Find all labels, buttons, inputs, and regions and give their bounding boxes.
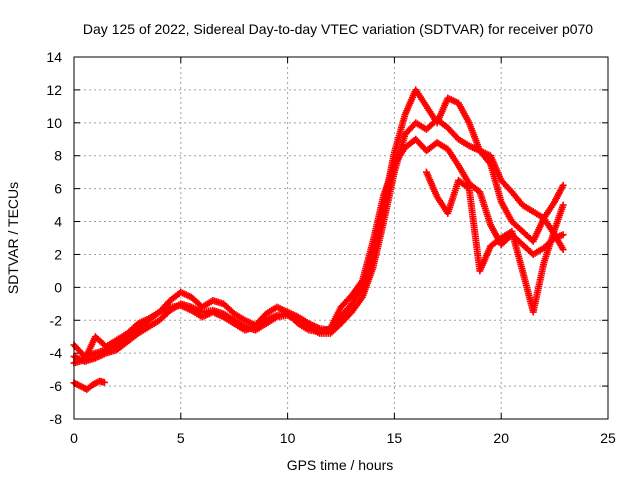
data-point-marker (559, 246, 567, 254)
x-tick-label: 15 (387, 430, 403, 446)
y-axis-label: SDTVAR / TECUs (5, 182, 21, 294)
data-point-marker (559, 181, 567, 189)
x-axis-label: GPS time / hours (287, 457, 394, 473)
y-tick-label: 10 (46, 115, 62, 131)
y-tick-label: 4 (54, 214, 62, 230)
data-point-marker (100, 378, 108, 386)
data-point-marker (559, 201, 567, 209)
x-tick-label: 5 (177, 430, 185, 446)
chart-title: Day 125 of 2022, Sidereal Day-to-day VTE… (83, 21, 593, 37)
plot-frame (73, 56, 609, 420)
y-tick-label: 0 (54, 279, 62, 295)
y-tick-label: 12 (46, 82, 62, 98)
x-tick-label: 20 (493, 430, 509, 446)
x-tick-label: 0 (70, 430, 78, 446)
y-tick-label: -8 (50, 411, 63, 427)
y-tick-label: 2 (54, 246, 62, 262)
data-point-marker (559, 231, 567, 239)
series-track-b (70, 116, 567, 365)
y-tick-label: -6 (50, 378, 63, 394)
series-track-c (70, 135, 567, 367)
x-tick-label: 10 (280, 430, 296, 446)
series-track-d (70, 168, 567, 393)
y-tick-label: 8 (54, 148, 62, 164)
x-tick-label: 25 (600, 430, 616, 446)
data-series (70, 86, 567, 393)
y-tick-label: -4 (50, 345, 63, 361)
y-tick-label: 14 (46, 49, 62, 65)
y-tick-label: -2 (50, 312, 63, 328)
y-tick-label: 6 (54, 181, 62, 197)
y-axis: -8 -6 -4 -2 0 2 4 6 8 10 12 14 (46, 49, 608, 427)
